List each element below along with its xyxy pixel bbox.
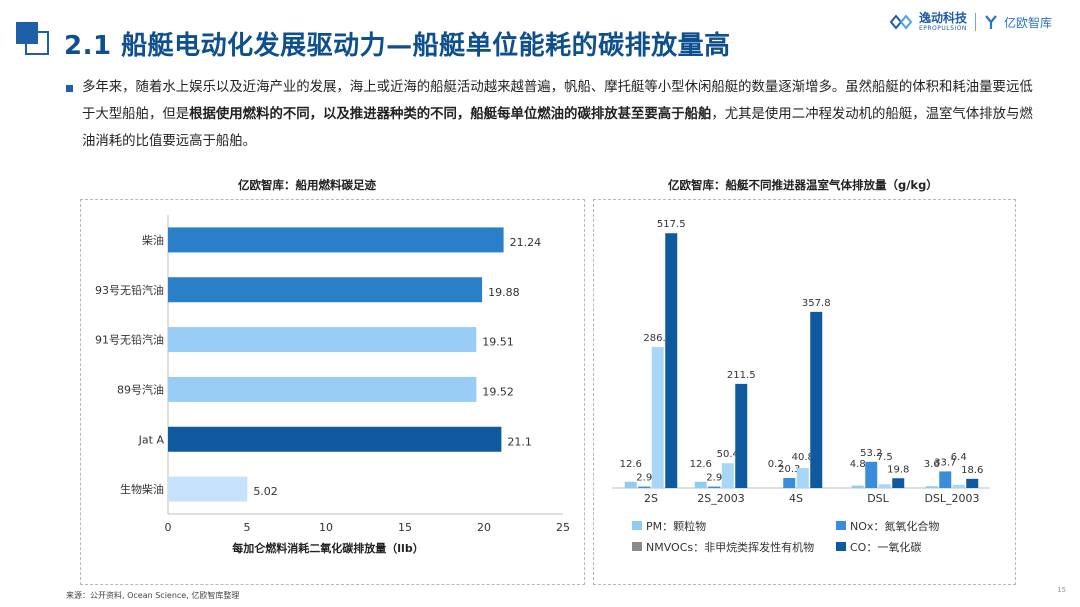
intro-paragraph: 多年来，随着水上娱乐以及近海产业的发展，海上或近海的船艇活动越来越普遍，帆船、摩… [82, 74, 1042, 155]
eprop-logo-text-group: 逸动科技 EPROPULSION [918, 11, 967, 33]
chart1-title: 亿欧智库：船用燃料碳足迹 [238, 178, 376, 192]
logo-area: 逸动科技 EPROPULSION 亿欧智库 [889, 12, 1052, 32]
source-note: 来源：公开资料, Ocean Science, 亿欧智库整理 [66, 591, 240, 600]
chart2-title: 亿欧智库：船艇不同推进器温室气体排放量（g/kg） [668, 178, 938, 192]
eprop-logo-icon [889, 14, 913, 30]
intro-text-1: 多年来，随着水上娱乐以及近海产业的发展，海上或近海的船艇活动越来越普遍，帆船、摩… [82, 80, 1033, 122]
page-title: 2.1 船艇电动化发展驱动力—船艇单位能耗的碳排放量高 [64, 31, 731, 61]
bullet-marker [66, 85, 73, 92]
iyiou-logo-icon [985, 15, 997, 29]
page-number: 15 [1057, 586, 1066, 594]
intro-text-2: ，尤其是使用二冲程发动机的船艇，温室气体排放与燃油消耗的比值要远高于船舶。 [82, 107, 1033, 149]
intro-text-bold: 根据使用燃料的不同，以及推进器种类的不同，船艇每单位燃油的碳排放甚至要高于船舶 [189, 107, 712, 122]
chart2-panel [593, 199, 1016, 585]
chart1-panel [80, 199, 585, 585]
logo-divider [974, 13, 976, 31]
eprop-logo-subtext: EPROPULSION [918, 25, 967, 32]
eprop-logo-text: 逸动科技 [918, 11, 967, 25]
corner-mark-icon [16, 22, 49, 55]
iyiou-logo-text: 亿欧智库 [1003, 15, 1052, 30]
